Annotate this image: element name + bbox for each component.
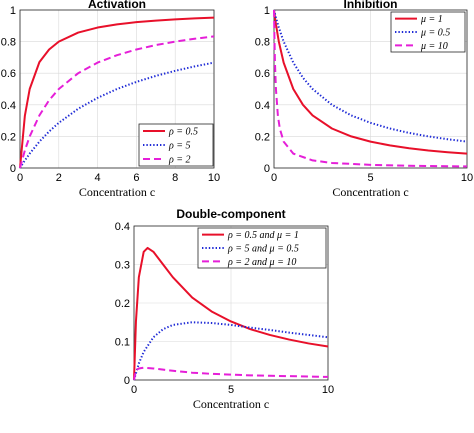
series-line-2 [133, 366, 329, 381]
panel-2: 0 5 10 0 0.1 0.2 0.3 0.4 Double-component Concent… [115, 207, 334, 411]
series-line-2 [19, 35, 215, 169]
series-line-1 [133, 321, 329, 381]
x-tick-label: 6 [133, 172, 139, 184]
legend: ρ = 0.5 ρ = 5 ρ = 2 [138, 123, 214, 167]
series-line-0 [273, 9, 468, 155]
legend-label-0: ρ = 0.5 and μ = 1 [227, 230, 299, 241]
legend-label-1: ρ = 5 and μ = 0.5 [227, 244, 299, 255]
x-tick-label: 5 [228, 384, 234, 396]
x-tick-label: 5 [367, 172, 373, 184]
y-tick-label: 0.4 [115, 221, 130, 233]
legend: ρ = 0.5 and μ = 1 ρ = 5 and μ = 0.5 ρ = 2 … [197, 227, 327, 269]
y-tick-label: 1 [264, 5, 270, 17]
legend-label-2: ρ = 2 and μ = 10 [227, 257, 296, 268]
y-tick-label: 1 [10, 5, 16, 17]
y-tick-label: 0 [264, 163, 270, 175]
x-tick-label: 0 [271, 172, 277, 184]
x-tick-label: 0 [17, 172, 23, 184]
x-tick-label: 4 [95, 172, 101, 184]
panel-1: 0 5 10 0 0.2 0.4 0.6 0.8 1 Inhibition Concentratio… [255, 0, 473, 199]
axes-frame [133, 225, 329, 381]
y-tick-label: 0.8 [1, 37, 16, 49]
axes-frame [273, 9, 468, 169]
legend-label-2: ρ = 2 [168, 155, 191, 166]
legend-label-0: μ = 1 [420, 14, 443, 25]
x-tick-label: 0 [131, 384, 137, 396]
panel-0: 0 2 4 6 8 10 0 0.2 0.4 0.6 0.8 1 Activation Concentra… [1, 0, 220, 199]
y-tick-label: 0.2 [115, 298, 130, 310]
y-tick-label: 0.2 [1, 131, 16, 143]
y-tick-label: 0.6 [1, 68, 16, 80]
x-tick-label: 10 [208, 172, 220, 184]
x-axis-label: Concentration c [79, 185, 155, 199]
y-tick-label: 0.4 [255, 100, 270, 112]
chart-title: Activation [88, 0, 146, 11]
series-line-0 [19, 16, 215, 169]
y-tick-label: 0.4 [1, 100, 16, 112]
y-tick-label: 0.2 [255, 131, 270, 143]
chart-title: Double-component [176, 207, 285, 221]
y-tick-label: 0 [124, 375, 130, 387]
legend-label-1: μ = 0.5 [420, 28, 450, 39]
axes-frame [19, 9, 215, 169]
y-tick-label: 0.8 [255, 37, 270, 49]
x-tick-label: 8 [172, 172, 178, 184]
x-tick-label: 2 [56, 172, 62, 184]
chart-title: Inhibition [344, 0, 398, 11]
legend: μ = 1 μ = 0.5 μ = 10 [390, 11, 466, 53]
y-tick-label: 0.3 [115, 260, 130, 272]
y-tick-label: 0.1 [115, 337, 130, 349]
y-tick-label: 0 [10, 163, 16, 175]
legend-label-2: μ = 10 [420, 41, 448, 52]
x-axis-label: Concentration c [332, 185, 408, 199]
series-line-2 [273, 9, 468, 168]
series-line-0 [133, 246, 329, 381]
x-tick-label: 10 [461, 172, 473, 184]
x-axis-label: Concentration c [193, 397, 269, 411]
y-tick-label: 0.6 [255, 68, 270, 80]
legend-label-1: ρ = 5 [168, 141, 191, 152]
legend-label-0: ρ = 0.5 [168, 127, 198, 138]
x-tick-label: 10 [322, 384, 334, 396]
